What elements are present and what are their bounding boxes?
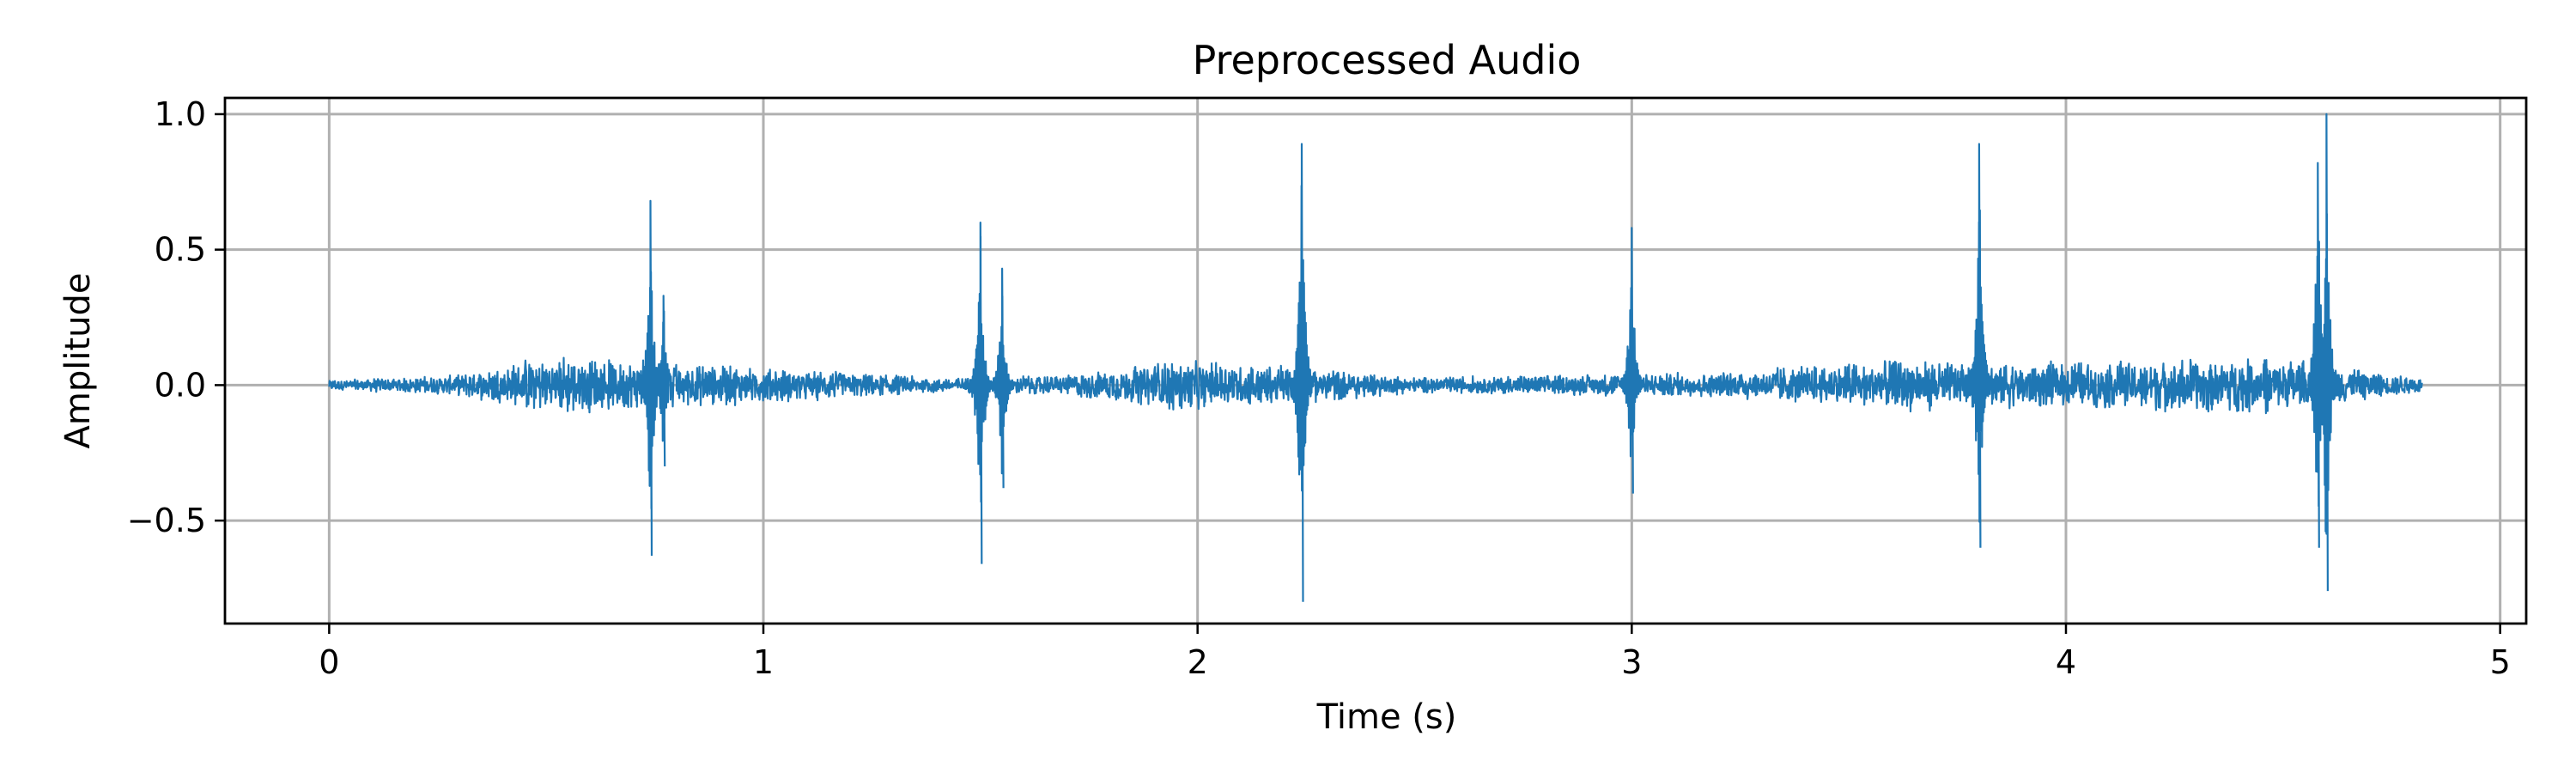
audio-waveform-series (328, 113, 2423, 602)
x-tick-label: 5 (2490, 643, 2511, 681)
y-tick-label: 0.0 (155, 366, 206, 404)
grid-lines (225, 98, 2526, 624)
x-tick-label: 1 (753, 643, 774, 681)
y-axis-label: Amplitude (58, 273, 98, 449)
x-tick-label: 0 (319, 643, 339, 681)
y-tick-label: 0.5 (155, 231, 206, 269)
chart-title: Preprocessed Audio (1193, 37, 1582, 83)
x-tick-label: 4 (2056, 643, 2076, 681)
axis-ticks: 0 1 2 3 4 5 −0.5 0.0 0.5 1.0 (127, 95, 2511, 681)
y-tick-label: −0.5 (127, 502, 206, 539)
x-tick-label: 2 (1188, 643, 1208, 681)
y-tick-label: 1.0 (155, 95, 206, 133)
x-tick-label: 3 (1621, 643, 1642, 681)
x-axis-label: Time (s) (1316, 697, 1457, 737)
plot-frame (223, 96, 2528, 625)
